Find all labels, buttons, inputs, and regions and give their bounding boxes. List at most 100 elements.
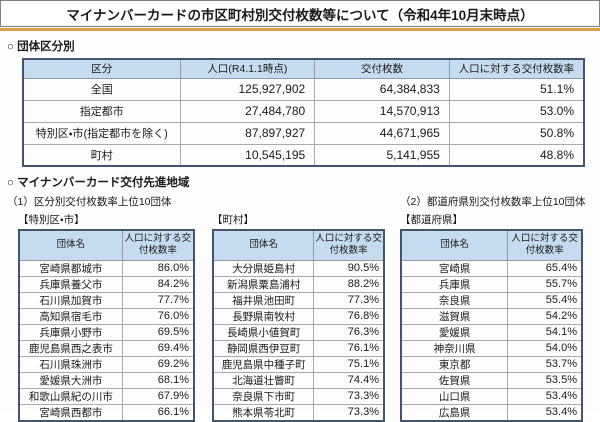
municipality-cell: 宮崎県都城市 (18, 259, 123, 277)
header-municipality: 団体名 (18, 229, 123, 261)
population-cell: 27,484,780 (179, 99, 316, 123)
ranking-row: 福井県池田町 77.3% (212, 291, 385, 309)
municipality-cell: 宮崎県西都市 (18, 403, 123, 422)
ranking-label: 【町村】 (212, 214, 254, 226)
header-municipality: 団体名 (212, 229, 315, 261)
municipality-cell: 兵庫県養父市 (18, 275, 123, 293)
ranking-row: 神奈川県 54.0% (400, 339, 583, 357)
municipality-cell: 滋賀県 (400, 307, 509, 325)
municipality-cell: 長野県南牧村 (212, 307, 315, 325)
ranking-table-special-wards-cities: 団体名 人口に対する交付枚数率 宮崎県都城市 86.0% 兵庫県養父市 84.2% 石川… (18, 229, 195, 422)
issue-rate-cell: 68.1% (121, 371, 195, 389)
summary-row: 特別区・市(指定都市を除く) 87,897,927 44,671,965 50.8% (22, 121, 585, 145)
ranking-block-prefectures: 【都道府県】 団体名 人口に対する交付枚数率 宮崎県 65.4% 兵庫県 55.7% 奈… (400, 211, 583, 422)
issue-rate-cell: 65.4% (507, 259, 583, 277)
issue-rate-cell: 54.1% (507, 323, 583, 341)
page-title-bar: マイナンバーカードの市区町村別交付枚数等について（令和4年10月末時点） (0, 0, 600, 27)
category-cell: 指定都市 (22, 99, 181, 123)
issued-count-cell: 44,671,965 (314, 121, 450, 145)
municipality-cell: 石川県加賀市 (18, 291, 123, 309)
issue-rate-cell: 53.4% (507, 387, 583, 405)
ranking-row: 鹿児島県中種子町 75.1% (212, 355, 385, 373)
issue-rate-cell: 73.3% (313, 403, 385, 422)
municipality-cell: 北海道壮瞥町 (212, 371, 315, 389)
municipality-cell: 兵庫県 (400, 275, 509, 293)
ranking-row: 兵庫県養父市 84.2% (18, 275, 195, 293)
issue-rate-cell: 53.5% (507, 371, 583, 389)
ranking-row: 静岡県西伊豆町 76.1% (212, 339, 385, 357)
ranking-row: 愛媛県 54.1% (400, 323, 583, 341)
municipality-cell: 和歌山県紀の川市 (18, 387, 123, 405)
issue-rate-cell: 48.8% (448, 143, 585, 167)
ranking-label: 【特別区・市】 (18, 214, 85, 226)
issue-rate-cell: 74.4% (313, 371, 385, 389)
section-advanced-regions: ○ マイナンバーカード交付先進地域 （1）区分別交付枚数率上位10団体 （2）都… (0, 174, 600, 422)
category-cell: 町村 (22, 143, 181, 167)
ranking-subheadings: （1）区分別交付枚数率上位10団体 （2）都道府県別交付枚数率上位10団体 (7, 194, 600, 209)
municipality-cell: 熊本県苓北町 (212, 403, 315, 422)
municipality-cell: 神奈川県 (400, 339, 509, 357)
ranking-tables: 【特別区・市】 団体名 人口に対する交付枚数率 宮崎県都城市 86.0% 兵庫県養父… (18, 211, 600, 422)
municipality-cell: 兵庫県小野市 (18, 323, 123, 341)
ranking-row: 山口県 53.4% (400, 387, 583, 405)
issue-rate-cell: 76.8% (313, 307, 385, 325)
ranking-row: 長崎県小値賀町 76.3% (212, 323, 385, 341)
municipality-cell: 長崎県小値賀町 (212, 323, 315, 341)
summary-row: 全国 125,927,902 64,384,833 51.1% (22, 77, 585, 101)
ranking-row: 熊本県苓北町 73.3% (212, 403, 385, 422)
subheading-by-prefecture: （2）都道府県別交付枚数率上位10団体 (400, 196, 586, 208)
page-title: マイナンバーカードの市区町村別交付枚数等について（令和4年10月末時点） (66, 7, 534, 23)
ranking-table-prefectures: 団体名 人口に対する交付枚数率 宮崎県 65.4% 兵庫県 55.7% 奈良県 55.4%… (400, 229, 583, 422)
summary-header-row: 区分 人口(R4.1.1時点) 交付枚数 人口に対する交付枚数率 (22, 58, 585, 79)
header-issue-rate: 人口に対する交付枚数率 (507, 229, 583, 261)
municipality-cell: 鹿児島県中種子町 (212, 355, 315, 373)
ranking-header-row: 団体名 人口に対する交付枚数率 (400, 229, 583, 261)
issued-count-cell: 5,141,955 (314, 143, 450, 167)
ranking-row: 宮崎県西都市 66.1% (18, 403, 195, 422)
header-municipality: 団体名 (400, 229, 509, 261)
ranking-row: 和歌山県紀の川市 67.9% (18, 387, 195, 405)
municipality-cell: 東京都 (400, 355, 509, 373)
municipality-cell: 静岡県西伊豆町 (212, 339, 315, 357)
municipality-cell: 山口県 (400, 387, 509, 405)
ranking-row: 新潟県粟島浦村 88.2% (212, 275, 385, 293)
population-cell: 125,927,902 (179, 77, 316, 101)
issue-rate-cell: 76.0% (121, 307, 195, 325)
ranking-block-special-wards-cities: 【特別区・市】 団体名 人口に対する交付枚数率 宮崎県都城市 86.0% 兵庫県養父… (18, 211, 195, 422)
issue-rate-cell: 69.4% (121, 339, 195, 357)
issue-rate-cell: 53.7% (507, 355, 583, 373)
ranking-row: 兵庫県 55.7% (400, 275, 583, 293)
ranking-row: 長野県南牧村 76.8% (212, 307, 385, 325)
summary-row: 指定都市 27,484,780 14,570,913 53.0% (22, 99, 585, 123)
municipality-cell: 高知県宿毛市 (18, 307, 123, 325)
issue-rate-cell: 54.0% (507, 339, 583, 357)
issue-rate-cell: 53.4% (507, 403, 583, 422)
issue-rate-cell: 84.2% (121, 275, 195, 293)
ranking-row: 広島県 53.4% (400, 403, 583, 422)
issue-rate-cell: 73.3% (313, 387, 385, 405)
issue-rate-cell: 67.9% (121, 387, 195, 405)
issue-rate-cell: 54.2% (507, 307, 583, 325)
issue-rate-cell: 88.2% (313, 275, 385, 293)
ranking-row: 石川県加賀市 77.7% (18, 291, 195, 309)
ranking-row: 奈良県下市町 73.3% (212, 387, 385, 405)
issue-rate-cell: 76.3% (313, 323, 385, 341)
ranking-row: 兵庫県小野市 69.5% (18, 323, 195, 341)
ranking-row: 佐賀県 53.5% (400, 371, 583, 389)
ranking-row: 滋賀県 54.2% (400, 307, 583, 325)
municipality-cell: 愛媛県大洲市 (18, 371, 123, 389)
municipality-cell: 愛媛県 (400, 323, 509, 341)
ranking-row: 宮崎県都城市 86.0% (18, 259, 195, 277)
header-population: 人口(R4.1.1時点) (179, 58, 316, 79)
issue-rate-cell: 66.1% (121, 403, 195, 422)
population-cell: 87,897,927 (179, 121, 316, 145)
header-category: 区分 (22, 58, 181, 79)
ranking-row: 東京都 53.7% (400, 355, 583, 373)
issue-rate-cell: 77.7% (121, 291, 195, 309)
ranking-label: 【都道府県】 (400, 214, 463, 226)
municipality-cell: 佐賀県 (400, 371, 509, 389)
municipality-cell: 奈良県下市町 (212, 387, 315, 405)
issue-rate-cell: 51.1% (448, 77, 585, 101)
issue-rate-cell: 86.0% (121, 259, 195, 277)
